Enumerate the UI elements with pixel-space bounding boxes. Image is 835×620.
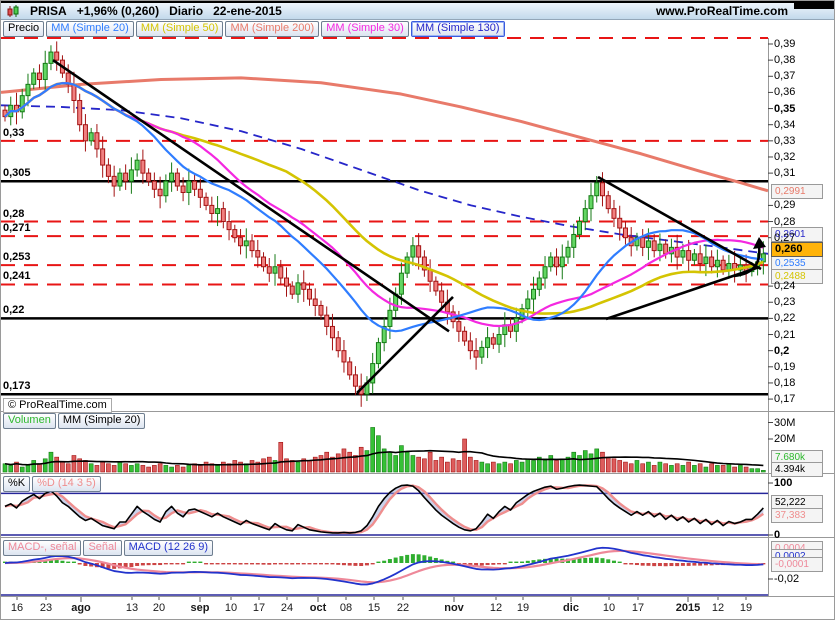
level-label: 0,271	[3, 222, 31, 235]
x-axis-label: 2015	[675, 602, 701, 614]
legend-mm200[interactable]: MM (Simple 200)	[225, 21, 320, 37]
legend-mm50[interactable]: MM (Simple 50)	[135, 21, 224, 37]
x-axis-label: nov	[444, 602, 464, 614]
legend-macd-signal[interactable]: Señal	[83, 540, 122, 556]
window-corner	[794, 1, 834, 9]
x-axis-label: 15	[367, 602, 381, 614]
y-axis-tick: 0,24	[774, 280, 796, 293]
y-axis-tick: 20M	[774, 433, 796, 445]
legend-volume-mm20[interactable]: MM (Simple 20)	[57, 413, 146, 429]
legend-stoch-k[interactable]: %K	[3, 476, 31, 492]
x-axis-label: 16	[10, 602, 24, 614]
x-axis-label: 08	[339, 602, 353, 614]
y-axis-tick: 0,33	[774, 134, 796, 147]
x-axis-label: 19	[739, 602, 753, 614]
x-axis-label: 17	[631, 602, 645, 614]
y-axis-tick: 0,17	[774, 393, 796, 406]
y-axis-tick: 0,23	[774, 296, 796, 309]
level-label: 0,22	[3, 304, 25, 317]
stochastic-legend-row: %K %D (14 3 5)	[3, 476, 101, 492]
y-axis-tick: 0,2	[774, 344, 790, 357]
x-axis-label: 23	[39, 602, 53, 614]
macd-legend-row: MACD-, señal Señal MACD (12 26 9)	[3, 540, 214, 556]
badge-volume-ma-value: 4.394k	[771, 462, 823, 477]
legend-stoch-d[interactable]: %D (14 3 5)	[32, 476, 101, 492]
y-axis-tick: 0,21	[774, 328, 796, 341]
badge-mm130-value: 0,2601	[771, 227, 823, 242]
x-axis-label: 22	[396, 602, 410, 614]
y-axis-tick: 0,39	[774, 38, 796, 50]
y-axis-tick: 0,31	[774, 167, 796, 180]
y-axis-tick: 0	[774, 529, 781, 541]
legend-precio[interactable]: Precio	[3, 21, 45, 37]
badge-stoch-d-value: 37,383	[771, 508, 823, 523]
legend-mm130[interactable]: MM (Simple 130)	[410, 21, 505, 37]
y-axis-tick: 30M	[774, 416, 796, 429]
y-axis-tick: 0,27	[774, 231, 796, 244]
y-axis-tick: -0,02	[774, 573, 800, 585]
y-axis-tick: 0,19	[774, 360, 796, 373]
y-axis-tick: 0,38	[774, 54, 796, 67]
level-label: 0,253	[3, 251, 31, 264]
x-axis-label: 12	[489, 602, 503, 614]
level-label: 0,33	[3, 126, 25, 139]
timeframe-label: Diario	[169, 4, 204, 18]
x-axis-label: 13	[125, 602, 139, 614]
legend-mm30[interactable]: MM (Simple 30)	[321, 21, 409, 37]
price-change: +1,96% (0,260)	[76, 4, 160, 18]
symbol-name: PRISA	[30, 4, 67, 18]
badge-mm50-value: 0,2488	[771, 269, 823, 284]
legend-macd[interactable]: MACD (12 26 9)	[123, 540, 214, 556]
x-axis-label: 10	[224, 602, 238, 614]
badge-mm200-value: 0,2991	[771, 184, 823, 199]
volume-legend-row: Volumen MM (Simple 20)	[3, 413, 146, 429]
x-axis-label: dic	[563, 602, 579, 614]
legend-mm20[interactable]: MM (Simple 20)	[46, 21, 134, 37]
y-axis-tick: 0,28	[774, 215, 796, 228]
level-label: 0,305	[3, 167, 31, 180]
y-axis-tick: 0,36	[774, 86, 796, 99]
x-axis-label: ago	[71, 602, 91, 614]
title-bar: PRISA +1,96% (0,260) Diario 22-ene-2015 …	[1, 1, 834, 20]
y-axis-tick: 0,29	[774, 199, 796, 212]
y-axis-tick: 100	[774, 477, 793, 489]
legend-volumen[interactable]: Volumen	[3, 413, 56, 429]
badge-last-price: 0,260	[771, 242, 823, 257]
x-axis-label: 12	[711, 602, 725, 614]
website-link[interactable]: www.ProRealTime.com	[655, 4, 788, 18]
x-axis-label: 10	[602, 602, 616, 614]
y-axis-tick: 0,37	[774, 70, 796, 83]
x-axis-label: 20	[152, 602, 166, 614]
legend-macd-hist[interactable]: MACD-, señal	[3, 540, 82, 556]
y-axis-tick: 0,32	[774, 150, 796, 163]
candlestick-icon	[7, 4, 20, 18]
x-axis-label: 17	[252, 602, 266, 614]
x-axis-label: oct	[309, 602, 327, 614]
x-axis-label: 19	[516, 602, 530, 614]
level-label: 0,173	[3, 380, 31, 393]
y-axis-tick: 0,22	[774, 312, 796, 325]
x-axis-label: sep	[190, 602, 210, 614]
y-axis-tick: 0,35	[774, 102, 796, 115]
price-legend-row: Precio MM (Simple 20) MM (Simple 50) MM …	[3, 21, 505, 37]
date-label: 22-ene-2015	[213, 4, 282, 18]
watermark: © ProRealTime.com	[3, 398, 112, 413]
y-axis-tick: 0,18	[774, 376, 796, 389]
level-label: 0,28	[3, 207, 25, 220]
badge-macd-signal-value: -0,0001	[771, 557, 823, 572]
y-axis-tick: 0,34	[774, 118, 796, 131]
level-label: 0,241	[3, 270, 31, 283]
x-axis-label: 24	[280, 602, 294, 614]
